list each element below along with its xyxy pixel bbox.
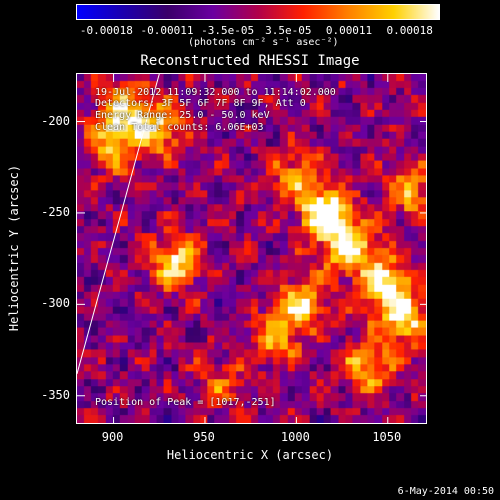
y-tick-label: -350 [41, 387, 70, 402]
y-axis-label: Heliocentric Y (arcsec) [7, 164, 21, 332]
colorbar-tick-label: 0.00018 [386, 24, 433, 37]
colorbar-tick-label: -3.5e-05 [201, 24, 255, 37]
colorbar-tick-label: 3.5e-05 [265, 24, 312, 37]
colorbar-units: (photons cm⁻² s⁻¹ asec⁻²) [188, 37, 339, 48]
y-tick-label: -250 [41, 204, 70, 219]
heatmap-image [77, 74, 426, 423]
x-tick-label: 1000 [280, 430, 310, 444]
x-tick-label: 900 [101, 430, 124, 444]
colorbar-tick-label: -0.00011 [140, 24, 194, 37]
info-detectors: Detectors: 3F 5F 6F 7F 8F 9F, Att 0 [95, 98, 306, 109]
x-tick-label: 1050 [372, 430, 402, 444]
colorbar-tick-label: -0.00018 [79, 24, 133, 37]
solar-limb-line [77, 74, 160, 374]
colorbar-tick-label: 0.00011 [325, 24, 373, 37]
y-tick-label: -300 [41, 296, 70, 311]
x-tick-label: 950 [193, 430, 215, 444]
footer-date: 6-May-2014 00:50 [397, 486, 494, 497]
info-energy: Energy Range: 25.0 - 50.0 keV [95, 110, 270, 121]
info-clean: Clean Total counts: 6.06E+03 [95, 122, 264, 133]
colorbar [76, 4, 440, 20]
x-axis-label: Heliocentric X (arcsec) [166, 448, 334, 462]
plot-area [76, 73, 427, 424]
info-time: 19-Jul-2012 11:09:32.000 to 11:14:02.000 [95, 87, 336, 98]
info-peak: Position of Peak = [1017,-251] [95, 397, 276, 408]
plot-overlay [77, 74, 426, 423]
chart-title: Reconstructed RHESSI Image [140, 53, 360, 69]
y-tick-label: -200 [41, 113, 70, 128]
